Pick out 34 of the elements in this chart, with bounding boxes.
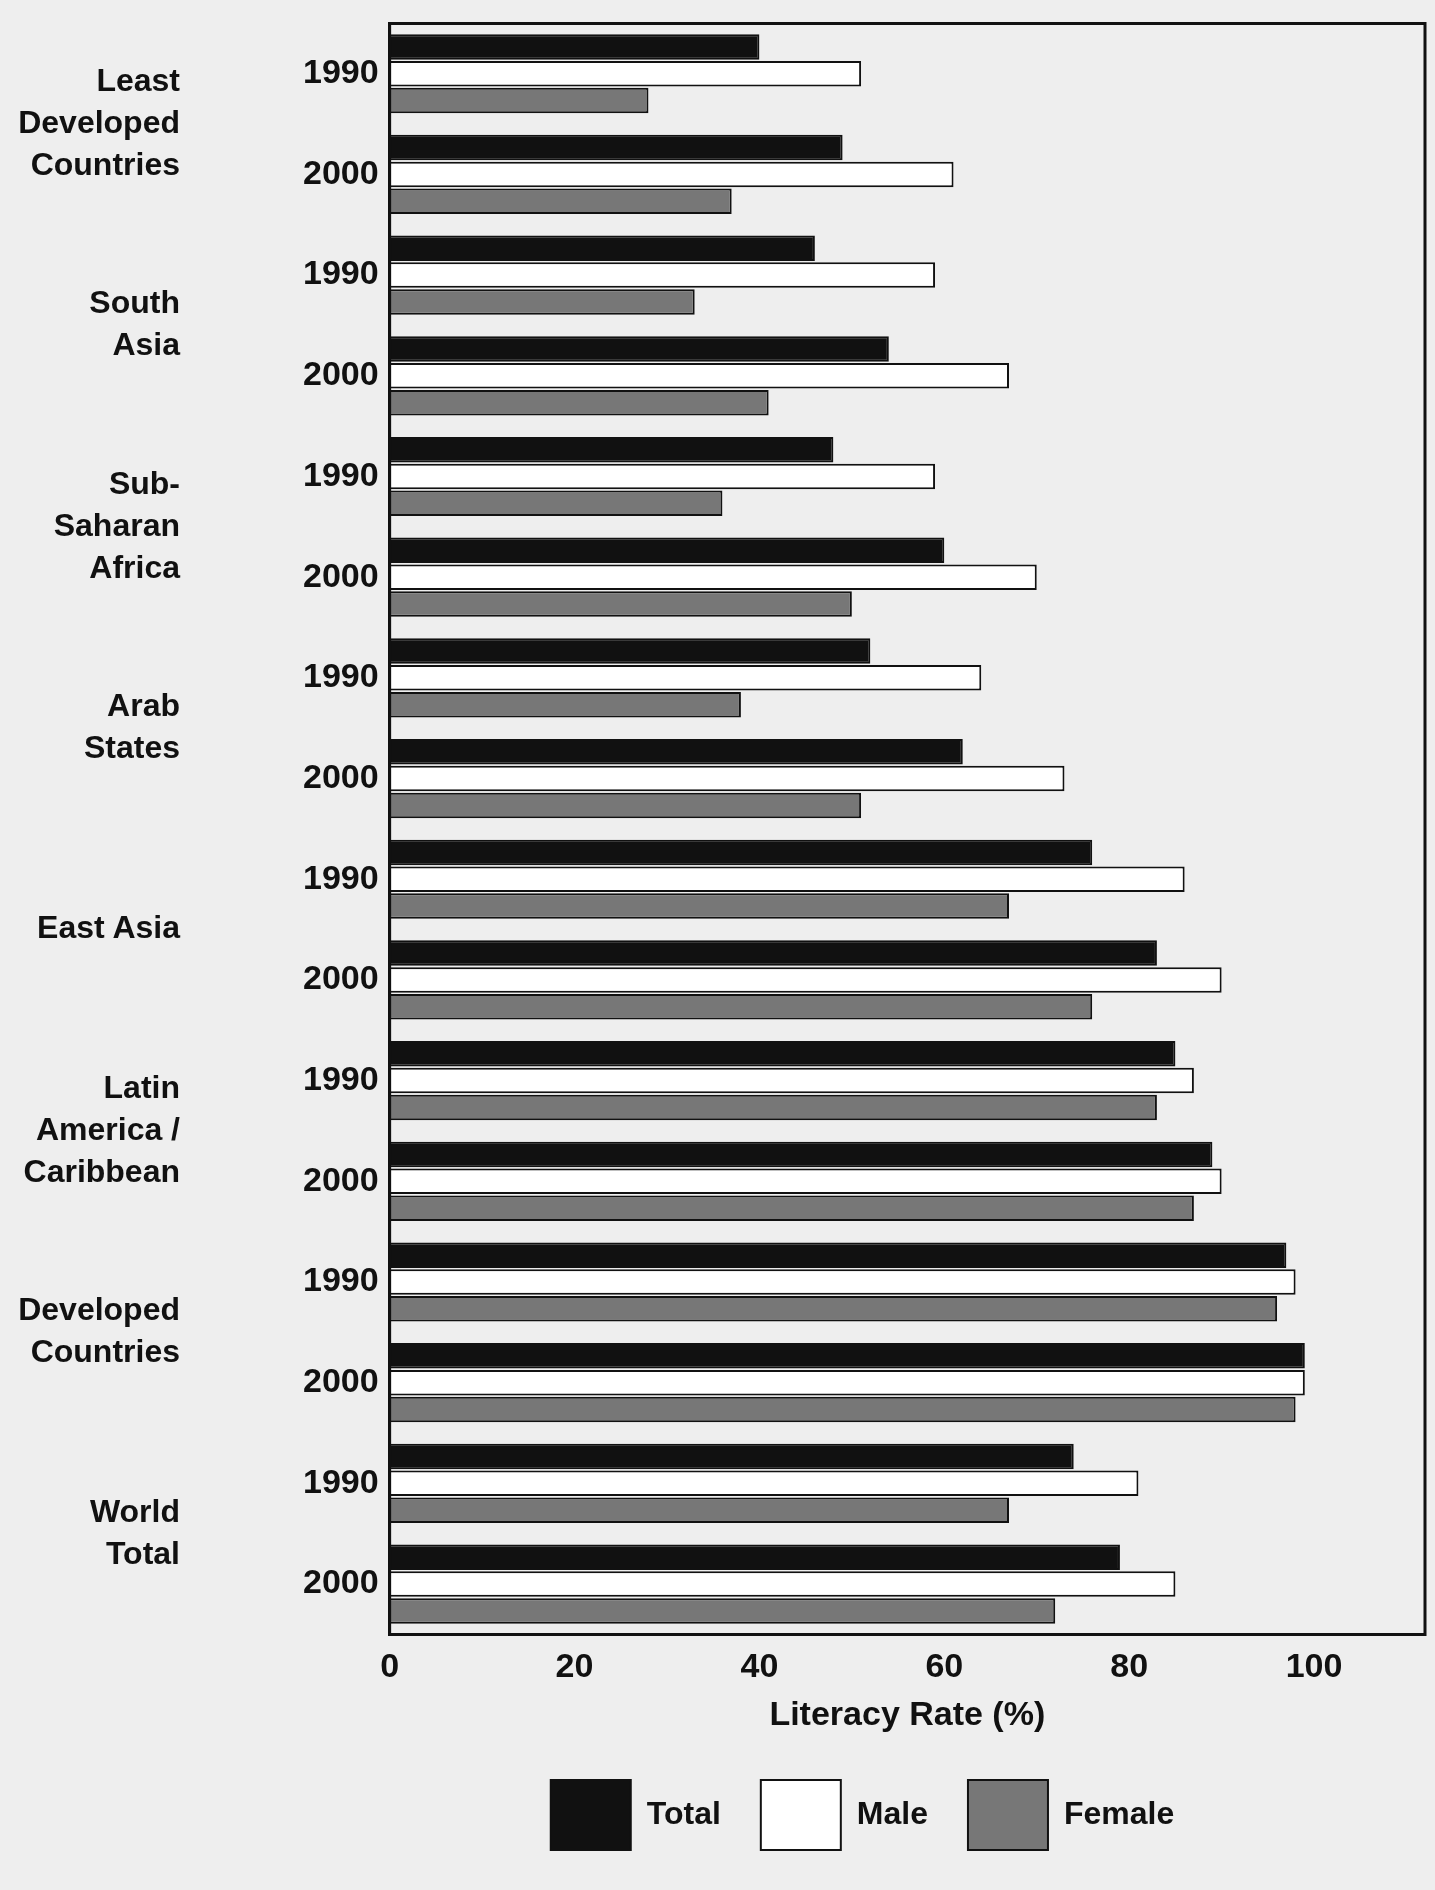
legend-label: Male	[856, 1794, 928, 1831]
text: Sub-Saharan Africa	[53, 464, 181, 585]
y-tick-label: 2000	[303, 1159, 379, 1198]
x-tick-label: 60	[925, 1646, 964, 1685]
text: Least Developed Countries	[18, 61, 181, 182]
y-tick-label: 2000	[303, 958, 379, 997]
text: Developed Countries	[18, 1291, 180, 1370]
y-tick-label: 1990	[303, 52, 379, 91]
x-tick-label: 20	[555, 1646, 594, 1685]
y-tick-label: 2000	[303, 152, 379, 191]
y-tick-label: 1990	[303, 1058, 379, 1097]
text: Arab States	[83, 687, 180, 766]
x-tick-label: 0	[380, 1646, 400, 1685]
legend-label: Total	[646, 1794, 721, 1831]
text: South Asia	[89, 284, 181, 363]
legend-label: Female	[1063, 1794, 1175, 1831]
text: East Asia	[37, 909, 181, 946]
y-tick-label: 2000	[303, 354, 379, 393]
y-tick-label: 1990	[303, 1461, 379, 1500]
x-tick-label: 40	[740, 1646, 779, 1685]
y-tick-label: 1990	[303, 656, 379, 695]
x-tick-label: 100	[1285, 1646, 1343, 1685]
x-tick-label: 80	[1110, 1646, 1149, 1685]
y-tick-label: 1990	[303, 1260, 379, 1299]
x-axis-title: Literacy Rate (%)	[769, 1693, 1046, 1732]
text: Latin America / Caribbean	[23, 1068, 181, 1189]
y-tick-label: 2000	[303, 756, 379, 795]
y-tick-label: 1990	[303, 253, 379, 292]
y-tick-label: 1990	[303, 454, 379, 493]
y-tick-label: 2000	[303, 1361, 379, 1400]
y-tick-label: 2000	[303, 555, 379, 594]
y-tick-label: 2000	[303, 1562, 379, 1601]
y-tick-label: 1990	[303, 857, 379, 896]
text: World Total	[89, 1492, 180, 1571]
